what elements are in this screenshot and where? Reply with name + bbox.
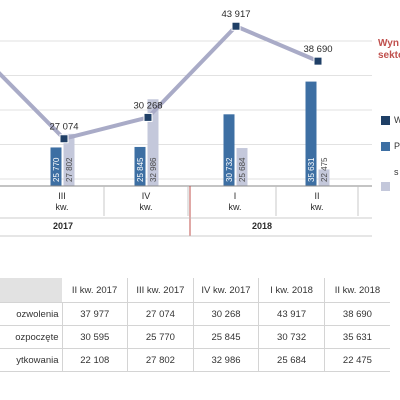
category-label-line: kw. [55,202,68,212]
table-cell: 27 802 [127,348,194,372]
bar [305,81,317,186]
table-cell: 27 074 [127,302,194,326]
legend-label-1: P [394,141,400,151]
bar [223,114,235,186]
table-cell: 30 268 [193,302,260,326]
table-cell: 22 108 [62,348,129,372]
row-label: ytkowania [0,348,63,372]
line-marker [59,134,69,144]
category-label-line: kw. [139,202,152,212]
category-label: II kw. [310,191,323,212]
legend-item: W [381,115,400,142]
bar [63,133,75,186]
bar-value-label: 25 845 [136,157,145,182]
table-cell: 43 917 [258,302,325,326]
bar-value-label: 25 684 [238,157,247,182]
bar-value-label: 32 986 [149,157,158,182]
category-label: IV kw. [139,191,152,212]
table-cell: 25 684 [258,348,325,372]
category-label: III kw. [55,191,68,212]
data-table: II kw. 2017 III kw. 2017 IV kw. 2017 I k… [0,278,390,372]
table-header-row: II kw. 2017 III kw. 2017 IV kw. 2017 I k… [0,278,390,303]
table-cell: 30 595 [62,325,129,349]
legend: W P s [381,115,400,194]
table-cell: 25 770 [127,325,194,349]
bar-value-label: 35 631 [307,157,316,182]
line-marker [231,21,241,31]
table-cell: 38 690 [324,302,390,326]
table-row: ozwolenia 37 977 27 074 30 268 43 917 38… [0,302,390,326]
table-cell: 37 977 [62,302,129,326]
table-row: ozpoczęte 30 595 25 770 25 845 30 732 35… [0,325,390,349]
category-label-line: III [58,191,66,201]
category-label-line: kw. [310,202,323,212]
table-header: III kw. 2017 [127,278,194,303]
table-header: II kw. 2017 [62,278,129,303]
legend-item: P [381,141,400,168]
table-header-corner [0,278,62,303]
bar [318,169,330,186]
line-value-label: 43 917 [221,9,250,20]
bar-value-label: 25 770 [52,157,61,182]
legend-swatch-0 [381,116,390,125]
table-cell: 30 732 [258,325,325,349]
row-label: ozpoczęte [0,325,63,349]
bar [134,146,146,186]
legend-label-2: s [394,167,399,177]
table-header: IV kw. 2017 [193,278,260,303]
chart: 25 770 25 845 30 732 35 631 27 802 32 986 25 6… [0,9,372,237]
legend-swatch-2 [381,182,390,191]
line-value-label: 27 074 [49,122,78,133]
legend-swatch-1 [381,142,390,151]
bar-value-label: 27 802 [65,157,74,182]
table-cell: 35 631 [324,325,390,349]
line-series [0,24,319,141]
table-row: ytkowania 22 108 27 802 32 986 25 684 22… [0,348,390,372]
bar-value-label: 30 732 [225,157,234,182]
legend-item: s [381,167,400,194]
line-marker [143,112,153,122]
table-cell: 32 986 [193,348,260,372]
bar-value-label: 22 475 [320,157,329,182]
table-cell: 22 475 [324,348,390,372]
bar [236,148,248,186]
row-label: ozwolenia [0,302,63,326]
category-label-line: II [314,191,319,201]
year-label: 2018 [252,221,272,231]
table-header: II kw. 2018 [324,278,390,303]
table-cell: 25 845 [193,325,260,349]
category-label-line: I [234,191,237,201]
line-value-label: 38 690 [303,44,332,55]
chart-side-title: Wyn sekto [378,38,400,62]
year-label: 2017 [53,221,73,231]
legend-label-0: W [394,115,400,125]
table-header: I kw. 2018 [258,278,325,303]
line-value-label: 30 268 [133,100,162,111]
category-label-line: IV [142,191,151,201]
side-title-line-1: Wyn [378,38,399,49]
side-title-line-2: sekto [378,50,400,61]
bar [50,147,62,186]
category-label-line: kw. [228,202,241,212]
bar [147,99,159,186]
line-marker [313,56,323,66]
